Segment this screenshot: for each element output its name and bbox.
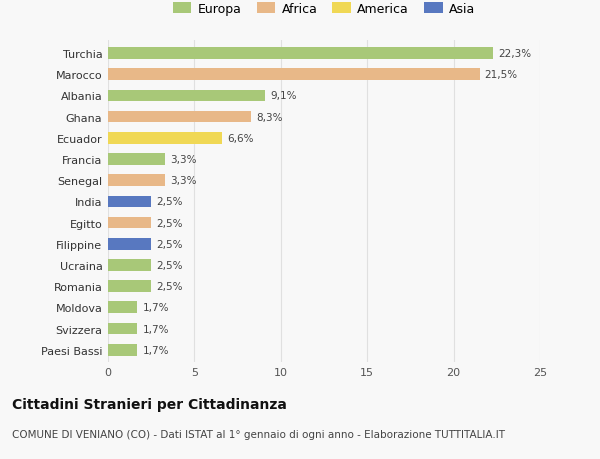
Bar <box>108 323 137 335</box>
Bar <box>108 112 251 123</box>
Bar <box>108 69 479 81</box>
Text: 2,5%: 2,5% <box>157 218 183 228</box>
Text: 2,5%: 2,5% <box>157 197 183 207</box>
Text: 6,6%: 6,6% <box>227 134 254 144</box>
Bar <box>108 344 137 356</box>
Bar <box>108 281 151 292</box>
Text: 1,7%: 1,7% <box>143 324 169 334</box>
Legend: Europa, Africa, America, Asia: Europa, Africa, America, Asia <box>173 3 475 16</box>
Text: 2,5%: 2,5% <box>157 260 183 270</box>
Bar <box>108 48 493 60</box>
Text: 2,5%: 2,5% <box>157 281 183 291</box>
Bar <box>108 259 151 271</box>
Text: 3,3%: 3,3% <box>170 155 197 165</box>
Bar <box>108 196 151 208</box>
Text: COMUNE DI VENIANO (CO) - Dati ISTAT al 1° gennaio di ogni anno - Elaborazione TU: COMUNE DI VENIANO (CO) - Dati ISTAT al 1… <box>12 429 505 439</box>
Bar <box>108 302 137 313</box>
Text: 2,5%: 2,5% <box>157 239 183 249</box>
Text: 9,1%: 9,1% <box>271 91 297 101</box>
Text: 1,7%: 1,7% <box>143 345 169 355</box>
Text: 1,7%: 1,7% <box>143 302 169 313</box>
Text: 21,5%: 21,5% <box>485 70 518 80</box>
Bar <box>108 238 151 250</box>
Text: Cittadini Stranieri per Cittadinanza: Cittadini Stranieri per Cittadinanza <box>12 397 287 411</box>
Bar <box>108 90 265 102</box>
Text: 22,3%: 22,3% <box>499 49 532 59</box>
Bar <box>108 175 165 187</box>
Text: 3,3%: 3,3% <box>170 176 197 186</box>
Bar <box>108 217 151 229</box>
Bar <box>108 133 222 145</box>
Text: 8,3%: 8,3% <box>257 112 283 123</box>
Bar <box>108 154 165 166</box>
